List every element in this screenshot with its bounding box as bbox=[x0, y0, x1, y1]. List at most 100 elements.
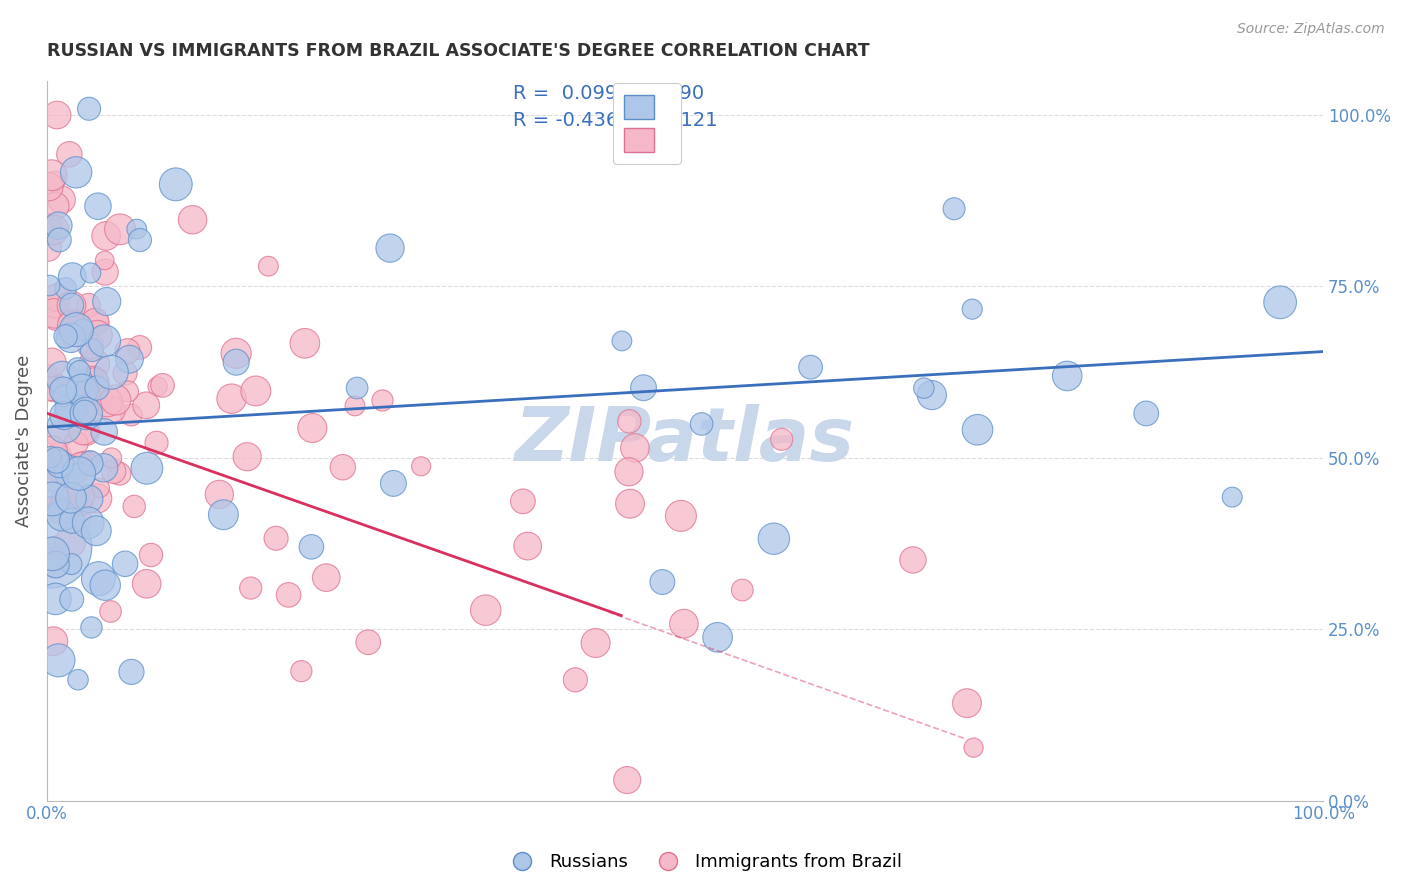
Point bbox=[86, 381, 108, 395]
Point bbox=[44, 540, 66, 554]
Point bbox=[332, 460, 354, 475]
Point bbox=[45, 310, 67, 325]
Text: ZIPatlas: ZIPatlas bbox=[515, 404, 855, 477]
Point bbox=[70, 383, 93, 397]
Point bbox=[48, 233, 70, 247]
Point bbox=[79, 339, 101, 353]
Point bbox=[208, 487, 231, 501]
Point bbox=[1220, 490, 1243, 504]
Text: RUSSIAN VS IMMIGRANTS FROM BRAZIL ASSOCIATE'S DEGREE CORRELATION CHART: RUSSIAN VS IMMIGRANTS FROM BRAZIL ASSOCI… bbox=[46, 42, 869, 60]
Point bbox=[60, 318, 83, 332]
Point bbox=[118, 352, 141, 367]
Point bbox=[46, 108, 69, 122]
Point bbox=[52, 384, 75, 398]
Point bbox=[96, 394, 118, 409]
Point bbox=[346, 381, 368, 395]
Point bbox=[44, 306, 66, 320]
Point bbox=[1056, 368, 1078, 383]
Point bbox=[67, 467, 90, 481]
Point bbox=[87, 199, 110, 213]
Point bbox=[225, 346, 247, 360]
Point bbox=[41, 382, 63, 396]
Point bbox=[221, 392, 243, 406]
Point bbox=[585, 636, 607, 650]
Point bbox=[301, 421, 323, 435]
Point bbox=[52, 463, 75, 477]
Point bbox=[101, 403, 124, 417]
Point bbox=[651, 574, 673, 589]
Point bbox=[257, 259, 280, 273]
Point bbox=[382, 476, 405, 491]
Point bbox=[135, 398, 157, 412]
Point bbox=[48, 427, 70, 442]
Point bbox=[80, 343, 103, 357]
Point bbox=[69, 469, 91, 483]
Point bbox=[690, 417, 713, 431]
Point bbox=[225, 355, 247, 369]
Point bbox=[128, 340, 150, 354]
Point bbox=[624, 441, 647, 455]
Point bbox=[83, 357, 105, 371]
Point bbox=[62, 394, 84, 409]
Point bbox=[58, 402, 80, 417]
Point bbox=[93, 334, 115, 348]
Point bbox=[103, 464, 125, 478]
Point bbox=[44, 199, 66, 213]
Point bbox=[108, 467, 131, 481]
Point bbox=[39, 540, 62, 554]
Point bbox=[60, 592, 83, 607]
Point bbox=[86, 524, 108, 538]
Point bbox=[72, 423, 94, 437]
Point bbox=[60, 557, 83, 571]
Point bbox=[145, 435, 167, 450]
Point bbox=[58, 465, 80, 479]
Point bbox=[55, 329, 77, 343]
Point bbox=[731, 582, 754, 597]
Point bbox=[411, 459, 433, 474]
Y-axis label: Associate's Degree: Associate's Degree bbox=[15, 354, 32, 527]
Legend: , : , bbox=[613, 83, 681, 164]
Point bbox=[619, 497, 641, 511]
Point bbox=[82, 375, 104, 389]
Point bbox=[516, 539, 538, 553]
Point bbox=[60, 514, 83, 528]
Point bbox=[41, 547, 63, 561]
Point bbox=[181, 212, 204, 227]
Point bbox=[901, 553, 924, 567]
Point bbox=[80, 266, 103, 280]
Point bbox=[46, 291, 69, 305]
Point bbox=[38, 278, 60, 293]
Point bbox=[139, 548, 162, 562]
Point bbox=[39, 476, 62, 491]
Point bbox=[69, 489, 91, 503]
Point bbox=[89, 481, 111, 495]
Point bbox=[77, 298, 100, 312]
Point bbox=[79, 454, 101, 468]
Point bbox=[76, 406, 98, 420]
Point bbox=[79, 456, 101, 470]
Point bbox=[669, 508, 692, 523]
Point bbox=[239, 581, 262, 595]
Point bbox=[44, 174, 66, 188]
Point bbox=[45, 558, 67, 572]
Point bbox=[75, 425, 97, 439]
Point bbox=[51, 193, 73, 207]
Point bbox=[67, 462, 90, 476]
Point bbox=[672, 616, 695, 631]
Point bbox=[65, 165, 87, 179]
Point bbox=[617, 465, 640, 479]
Point bbox=[564, 673, 586, 687]
Point bbox=[58, 147, 80, 161]
Point bbox=[960, 302, 983, 317]
Point bbox=[357, 635, 380, 649]
Point bbox=[87, 572, 110, 586]
Point bbox=[60, 269, 83, 284]
Point bbox=[610, 334, 633, 348]
Point bbox=[79, 491, 101, 506]
Point bbox=[77, 102, 100, 116]
Point bbox=[122, 500, 145, 514]
Point bbox=[48, 219, 70, 233]
Point bbox=[616, 772, 638, 787]
Point bbox=[315, 571, 337, 585]
Point bbox=[962, 740, 984, 755]
